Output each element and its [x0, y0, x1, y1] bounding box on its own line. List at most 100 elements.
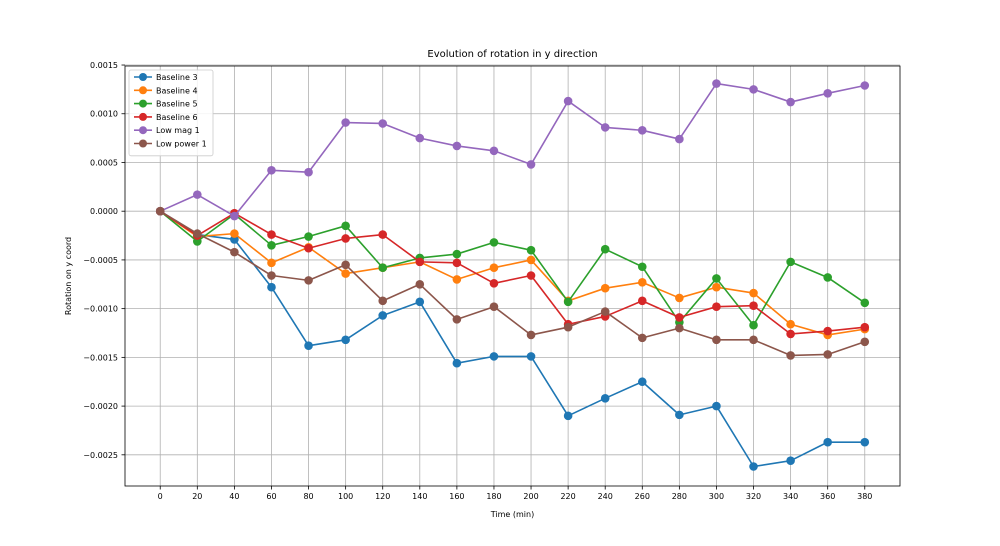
x-tick-label: 160	[449, 492, 464, 501]
data-point-low-mag-1	[749, 85, 758, 94]
legend-item: Baseline 4	[134, 86, 198, 95]
data-point-baseline-3	[341, 335, 350, 345]
data-point-baseline-5	[526, 245, 536, 255]
data-point-baseline-5	[786, 257, 795, 267]
data-point-low-power-1	[526, 330, 536, 340]
data-point-low-mag-1	[563, 96, 573, 106]
y-axis-label: Rotation on y coord	[64, 237, 73, 315]
legend-label: Baseline 4	[156, 86, 198, 95]
data-point-baseline-6	[637, 296, 647, 306]
data-point-low-mag-1	[341, 118, 350, 127]
legend-item: Baseline 3	[134, 73, 198, 82]
legend-marker	[139, 99, 147, 108]
y-tick-label: 0.0005	[90, 158, 118, 167]
data-point-low-mag-1	[415, 133, 425, 143]
legend-marker	[139, 112, 147, 121]
data-point-low-mag-1	[452, 141, 462, 151]
legend-item: Low power 1	[134, 139, 207, 149]
legend-label: Baseline 6	[156, 113, 198, 122]
data-point-baseline-5	[860, 298, 870, 308]
legend-item: Baseline 5	[134, 99, 198, 109]
data-point-low-power-1	[193, 229, 202, 238]
data-point-baseline-4	[600, 283, 610, 293]
data-point-baseline-3	[823, 437, 832, 447]
data-point-baseline-3	[563, 411, 573, 421]
data-point-baseline-3	[304, 341, 313, 350]
data-point-baseline-6	[526, 271, 536, 280]
x-tick-label: 200	[523, 492, 538, 501]
data-point-baseline-6	[341, 234, 350, 243]
data-point-baseline-4	[637, 278, 647, 287]
series-line-baseline-4	[159, 210, 865, 336]
data-point-baseline-5	[304, 232, 313, 241]
x-tick-label: 300	[709, 492, 724, 501]
data-point-baseline-4	[452, 275, 462, 284]
x-tick-label: 40	[229, 492, 239, 501]
data-point-baseline-4	[267, 258, 276, 268]
legend-marker	[139, 126, 147, 135]
x-tick-label: 140	[412, 492, 427, 501]
series-line-baseline-6	[159, 210, 865, 335]
y-tick-label: −0.0010	[83, 305, 118, 314]
x-tick-label: 380	[857, 492, 872, 501]
data-point-baseline-6	[823, 326, 832, 336]
data-point-low-mag-1	[675, 134, 684, 144]
data-point-low-power-1	[637, 333, 647, 343]
data-point-baseline-3	[267, 282, 276, 292]
chart-title: Evolution of rotation in y direction	[427, 49, 597, 60]
data-point-baseline-5	[267, 241, 276, 250]
data-point-low-power-1	[823, 350, 832, 359]
data-point-low-mag-1	[526, 160, 536, 169]
data-point-baseline-4	[341, 269, 350, 278]
legend: Baseline 3 Baseline 4 Baseline 5 Baseline 6…	[128, 69, 214, 157]
x-tick-label: 20	[192, 492, 202, 501]
data-point-baseline-3	[600, 393, 610, 403]
data-point-baseline-6	[378, 230, 388, 239]
data-point-low-power-1	[749, 335, 758, 345]
x-tick-label: 360	[820, 492, 835, 501]
x-tick-label: 0	[158, 492, 163, 501]
x-axis-label: Time (min)	[490, 510, 534, 519]
data-point-baseline-3	[415, 297, 425, 307]
x-tick-label: 80	[303, 492, 313, 501]
data-point-baseline-5	[637, 262, 647, 272]
data-point-low-power-1	[452, 315, 462, 324]
data-point-low-mag-1	[637, 126, 647, 135]
data-point-low-mag-1	[230, 211, 239, 221]
data-point-baseline-3	[489, 352, 499, 361]
data-point-low-power-1	[786, 351, 795, 360]
data-point-baseline-5	[712, 274, 721, 283]
data-point-baseline-4	[526, 255, 536, 265]
data-point-baseline-5	[452, 249, 462, 259]
data-point-baseline-6	[860, 322, 870, 332]
data-point-baseline-4	[675, 293, 684, 303]
series-line-baseline-3	[159, 210, 865, 468]
x-tick-label: 260	[635, 492, 650, 501]
data-point-baseline-6	[452, 258, 462, 268]
y-axis: −0.0025 −0.0020 −0.0015 −0.0010 −0.0005 0.000…	[83, 61, 125, 460]
data-point-low-mag-1	[378, 119, 388, 128]
data-point-baseline-3	[786, 456, 795, 465]
data-point-low-power-1	[712, 335, 721, 345]
data-point-low-power-1	[230, 247, 239, 257]
data-point-baseline-3	[452, 358, 462, 368]
x-tick-label: 240	[598, 492, 613, 501]
series-low-power-1	[155, 206, 870, 360]
y-tick-label: 0.0010	[90, 110, 118, 119]
legend-marker	[139, 139, 147, 148]
data-point-low-mag-1	[823, 88, 832, 98]
data-point-baseline-6	[712, 302, 721, 311]
data-point-baseline-3	[749, 462, 758, 471]
data-point-baseline-4	[712, 282, 721, 292]
data-point-baseline-5	[489, 238, 499, 247]
x-tick-label: 180	[486, 492, 501, 501]
data-point-baseline-3	[712, 401, 721, 411]
data-point-low-mag-1	[712, 79, 721, 88]
data-point-baseline-3	[378, 311, 388, 320]
legend-marker	[139, 86, 147, 95]
data-point-baseline-6	[675, 313, 684, 322]
data-point-baseline-6	[786, 329, 795, 339]
plot-area-frame	[124, 65, 901, 487]
data-point-baseline-3	[526, 352, 536, 361]
x-tick-label: 280	[672, 492, 687, 501]
